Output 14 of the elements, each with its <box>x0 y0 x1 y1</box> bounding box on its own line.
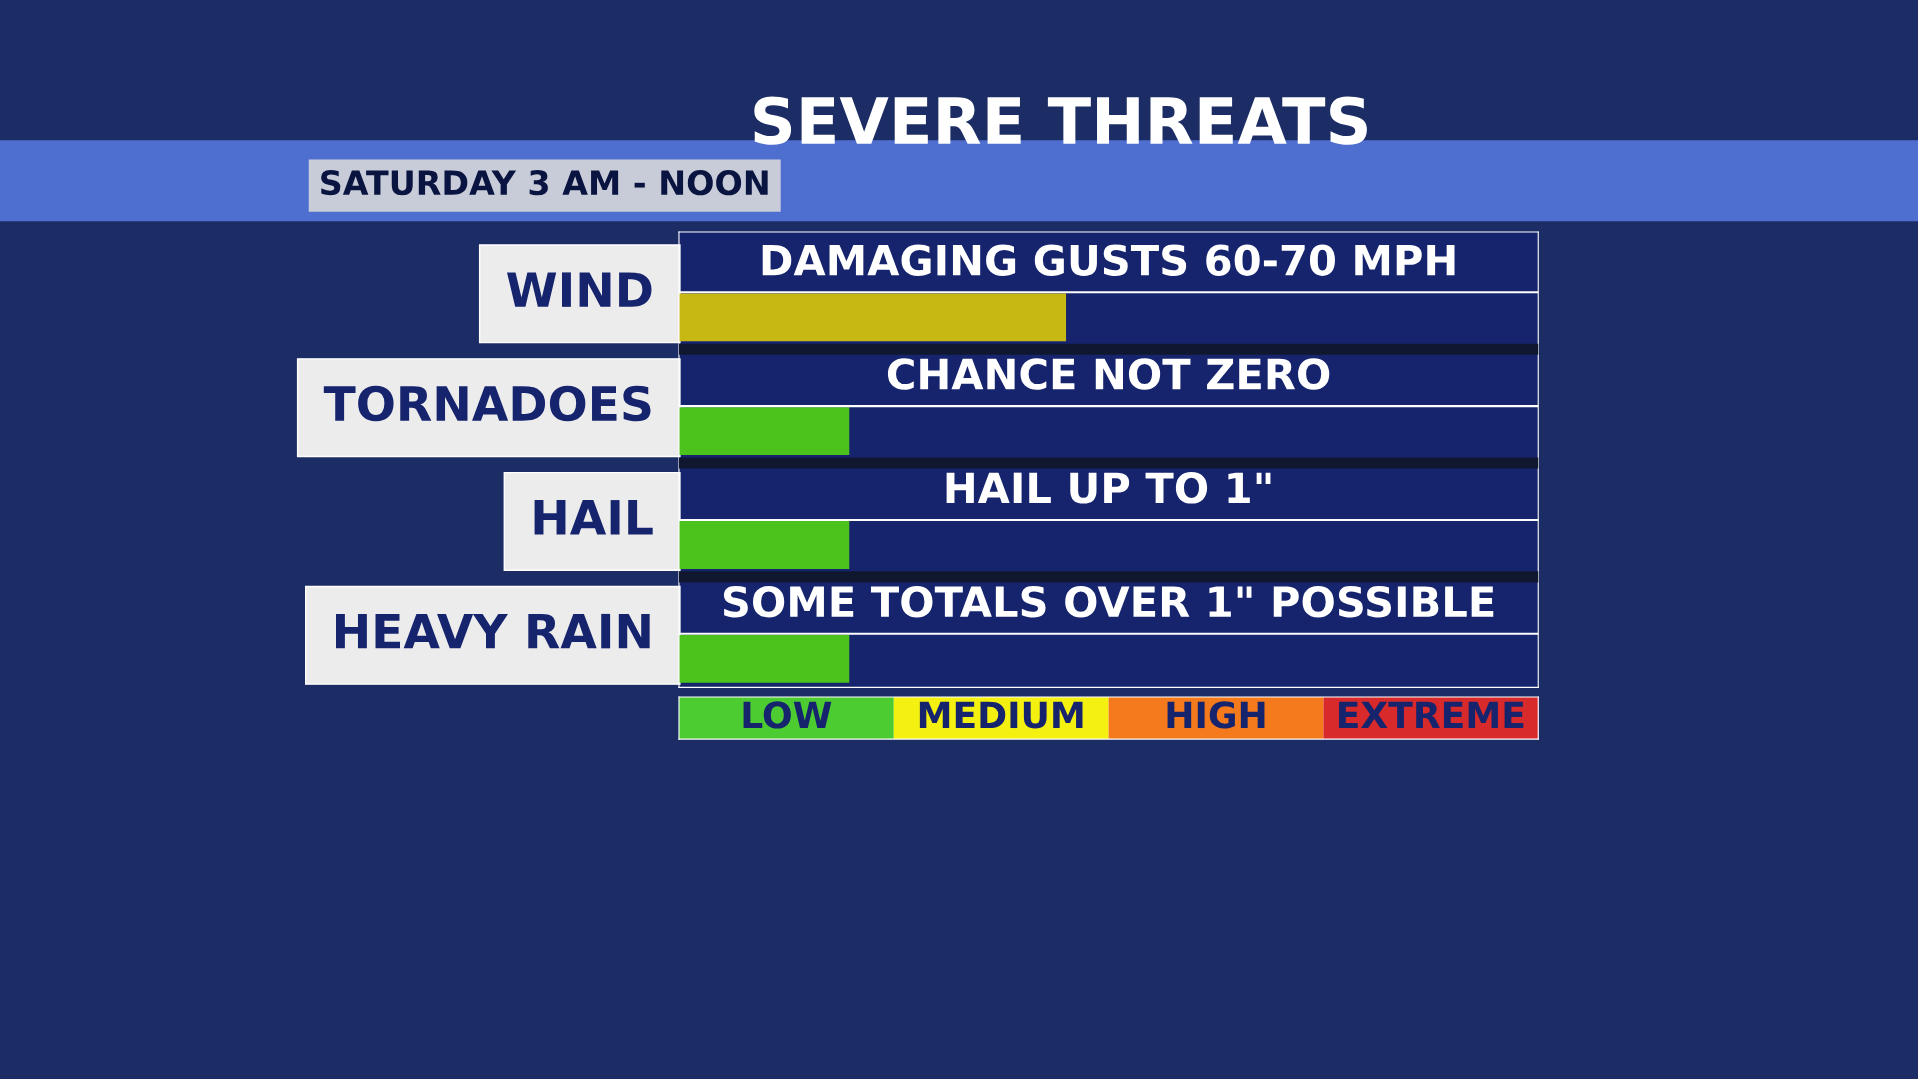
y-tick-label: HEAVY RAIN <box>336 613 650 649</box>
y-tick-label: WIND <box>507 272 652 307</box>
annotation: HAIL UP TO 1" <box>946 472 1271 504</box>
text: MEDIUM <box>919 701 1083 729</box>
annotation: SOME TOTALS OVER 1" POSSIBLE <box>723 585 1494 618</box>
annotation: CHANCE NOT ZERO <box>887 358 1330 390</box>
chart-subtitle: SATURDAY 3 AM - NOON <box>321 170 768 196</box>
text: HIGH <box>1167 701 1265 729</box>
text: LOW <box>743 701 832 729</box>
y-tick-label: HAIL <box>534 500 653 535</box>
annotation: DAMAGING GUSTS 60-70 MPH <box>762 244 1455 276</box>
chart-title: SEVERE THREATS <box>754 96 1367 145</box>
y-tick-label: TORNADOES <box>323 385 651 422</box>
text: EXTREME <box>1339 701 1524 729</box>
